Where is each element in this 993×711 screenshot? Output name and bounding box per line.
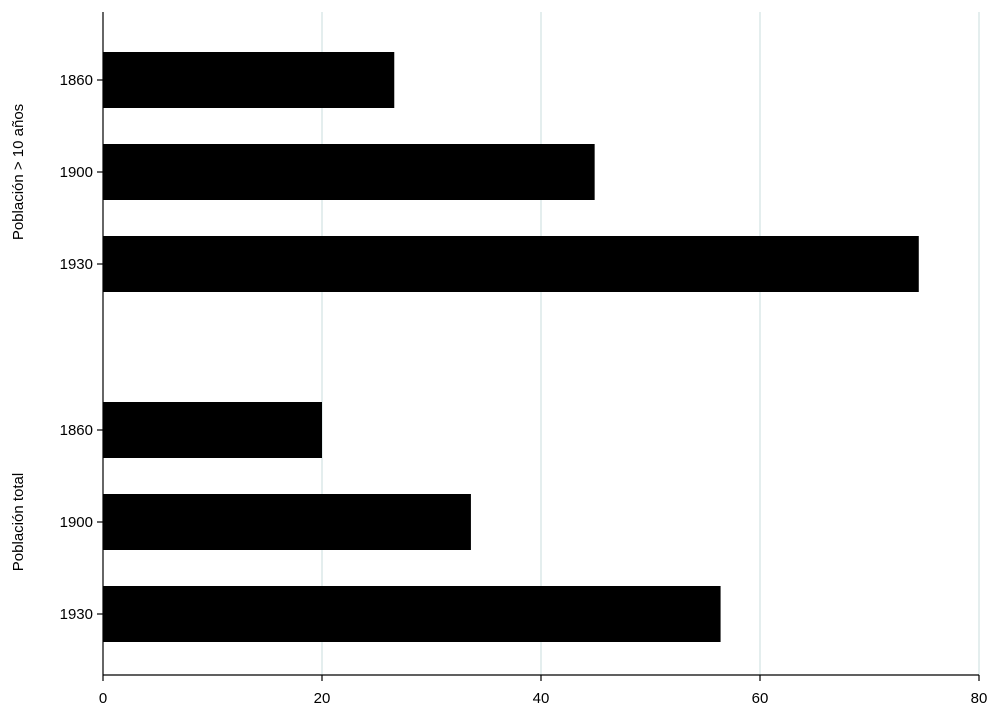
y-tick-label: 1860	[60, 422, 93, 439]
group-label: Población total	[10, 473, 27, 571]
bar-1860	[103, 402, 322, 458]
y-tick-label: 1900	[60, 164, 93, 181]
gridlines	[321, 12, 980, 675]
bar-1860	[103, 52, 395, 108]
x-tick-label: 0	[99, 690, 107, 707]
y-tick-label: 1860	[60, 72, 93, 89]
bar-1930	[103, 586, 721, 642]
x-axis-ticks: 0 20 40 60 80	[99, 675, 988, 707]
bar-1900	[103, 144, 595, 200]
x-tick-label: 80	[971, 690, 988, 707]
x-tick-label: 60	[752, 690, 769, 707]
y-tick-label: 1930	[60, 256, 93, 273]
y-tick-label: 1900	[60, 514, 93, 531]
y-tick-label: 1930	[60, 606, 93, 623]
bar-1930	[103, 236, 919, 292]
y-axis-ticks: 1860 1900 1930 1860 1900 1930	[60, 72, 103, 623]
group-labels: Población > 10 años Población total	[10, 104, 27, 571]
bars	[103, 52, 919, 642]
x-tick-label: 20	[314, 690, 331, 707]
bar-1900	[103, 494, 471, 550]
x-tick-label: 40	[533, 690, 550, 707]
group-label: Población > 10 años	[10, 104, 27, 240]
